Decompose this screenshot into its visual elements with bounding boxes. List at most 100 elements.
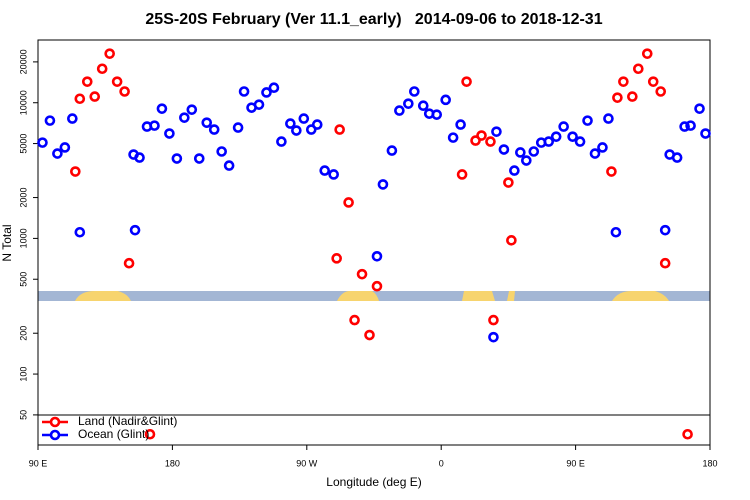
data-point [582, 115, 593, 126]
data-point [186, 104, 198, 115]
data-point [543, 136, 555, 147]
y-tick-label: 5000 [18, 134, 28, 154]
data-point [223, 160, 235, 171]
data-point [440, 94, 451, 106]
legend-label: Land (Nadir&Glint) [78, 414, 177, 428]
legend-marker [49, 416, 61, 428]
y-tick-label: 1000 [18, 228, 28, 248]
data-point [319, 165, 331, 176]
data-point [470, 135, 481, 146]
y-tick-label: 20000 [18, 49, 28, 74]
data-point [67, 113, 78, 124]
land-patch [612, 291, 669, 301]
data-point [305, 124, 317, 135]
land-patch [337, 291, 379, 301]
data-point [129, 224, 141, 236]
data-point [208, 124, 220, 135]
data-point [610, 226, 622, 238]
data-point [618, 76, 629, 87]
x-tick-label: 90 E [29, 458, 48, 468]
x-tick-label: 90 E [566, 458, 585, 468]
data-point [311, 119, 323, 130]
data-point [403, 98, 414, 109]
data-point [343, 197, 354, 208]
data-point [659, 257, 671, 269]
y-tick-label: 500 [18, 272, 28, 287]
data-point [334, 124, 345, 135]
data-point [193, 153, 205, 164]
data-point [597, 142, 608, 153]
data-point [59, 142, 71, 153]
data-point [52, 148, 63, 159]
x-axis-label: Longitude (deg E) [326, 475, 421, 489]
data-point [111, 76, 123, 87]
data-point [627, 91, 638, 102]
y-tick-label: 50 [18, 410, 28, 420]
data-point [455, 119, 466, 130]
data-point [659, 224, 671, 236]
legend-label: Ocean (Glint) [78, 427, 149, 441]
data-point [298, 113, 310, 124]
data-point [589, 148, 601, 159]
data-point [528, 146, 540, 157]
data-point [149, 120, 160, 131]
x-tick-label: 90 W [296, 458, 318, 468]
data-point [682, 428, 693, 440]
data-point [488, 331, 499, 343]
data-point [461, 76, 472, 87]
plot-frame [37, 39, 711, 446]
data-point [647, 76, 659, 87]
data-point [506, 235, 517, 246]
data-point [491, 126, 502, 137]
chart-title: 25S-20S February (Ver 11.1_early) 2014-0… [145, 11, 602, 28]
data-point [104, 48, 115, 59]
data-point [606, 166, 617, 177]
data-point [488, 314, 499, 326]
data-point [509, 165, 520, 176]
surface-strip [38, 291, 710, 301]
data-point [238, 86, 250, 97]
data-point [417, 100, 429, 111]
data-point [409, 86, 420, 97]
data-point [476, 130, 487, 141]
legend-marker [49, 429, 61, 441]
data-point [285, 118, 296, 129]
data-point [371, 250, 383, 262]
data-point [331, 253, 342, 264]
data-point [521, 155, 532, 166]
data-point [201, 117, 213, 128]
data-point [394, 105, 405, 116]
data-point [700, 128, 711, 139]
data-point [276, 136, 287, 147]
data-point [328, 169, 339, 180]
data-point [574, 136, 586, 147]
data-point [386, 145, 398, 156]
data-point [164, 128, 175, 139]
data-point [679, 121, 690, 132]
data-point [171, 153, 183, 164]
data-point [356, 268, 368, 280]
y-tick-label: 10000 [18, 90, 28, 115]
y-tick-label: 2000 [18, 188, 28, 208]
data-point [447, 132, 459, 143]
data-point [74, 93, 86, 105]
data-point [485, 136, 496, 147]
data-point [503, 177, 514, 188]
data-point [456, 169, 468, 180]
data-point [119, 86, 130, 97]
data-point [612, 92, 623, 103]
data-point [377, 179, 389, 190]
data-point [558, 121, 569, 132]
data-point [655, 86, 667, 97]
data-point [498, 144, 510, 155]
data-point [74, 226, 86, 238]
data-point [685, 120, 696, 131]
x-tick-label: 0 [439, 458, 444, 468]
land-patch [462, 291, 495, 301]
x-tick-label: 180 [165, 458, 180, 468]
data-point [431, 109, 443, 120]
data-point [603, 113, 614, 124]
data-point [134, 152, 145, 163]
data-point [216, 146, 227, 157]
